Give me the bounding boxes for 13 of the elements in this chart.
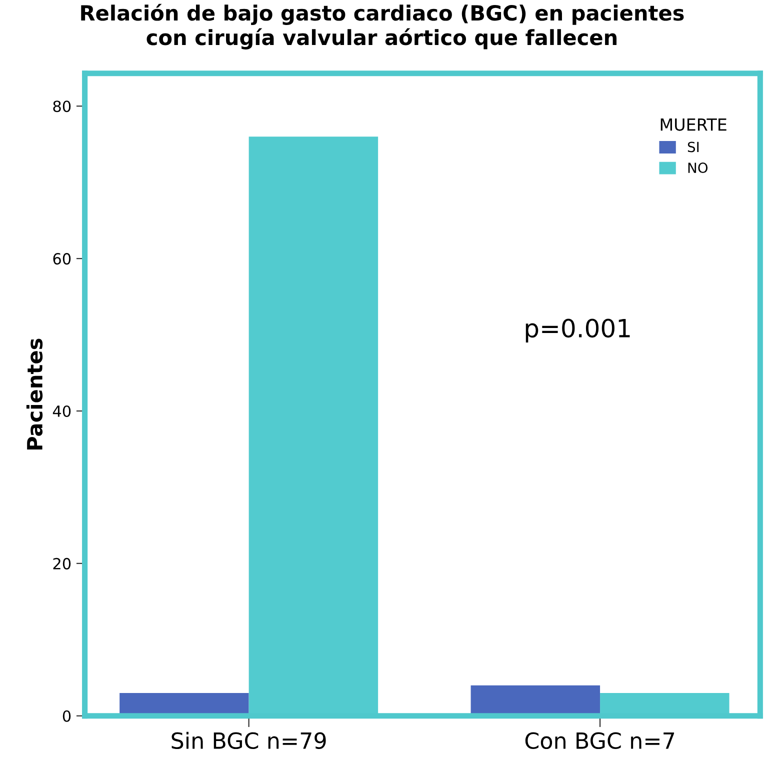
legend-label: SI xyxy=(688,142,699,152)
legend-label: NO xyxy=(688,162,708,174)
y-tick-label: 60 xyxy=(53,253,71,265)
y-tick-label: 80 xyxy=(53,100,71,112)
y-axis-title: Pacientes xyxy=(26,338,43,450)
legend-title: MUERTE xyxy=(660,118,726,131)
x-tick-label: Sin BGC n=79 xyxy=(172,732,326,750)
y-tick-label: 0 xyxy=(62,710,71,722)
annotation: p=0.001 xyxy=(526,318,630,342)
x-tick-label: Con BGC n=7 xyxy=(525,732,674,750)
chart-title: Relación de bajo gasto cardiaco (BGC) en pacientes con cirugía valvular aórtico que fallecen xyxy=(81,4,684,50)
y-tick-label: 20 xyxy=(53,558,71,570)
y-tick-label: 40 xyxy=(52,405,71,418)
